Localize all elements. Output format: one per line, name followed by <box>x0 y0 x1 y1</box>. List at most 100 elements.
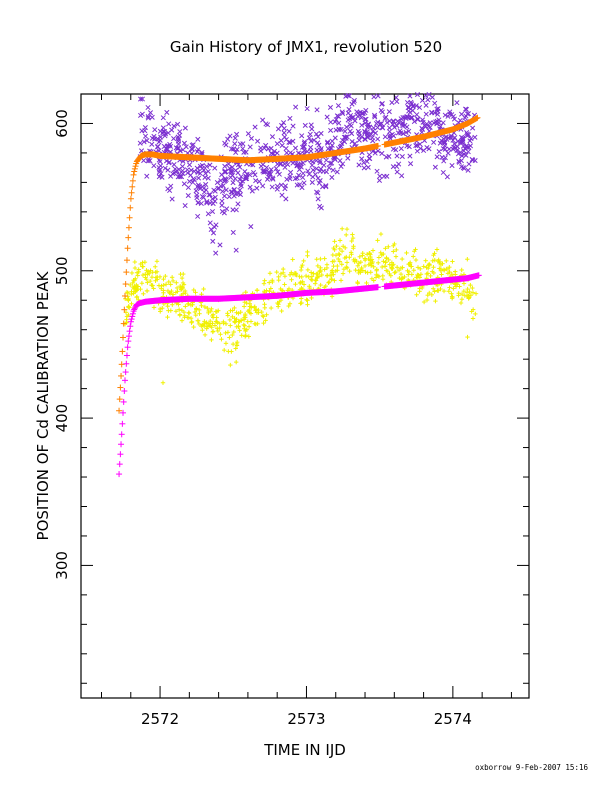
data-point <box>233 346 238 351</box>
data-point <box>219 202 225 208</box>
data-point <box>256 179 262 185</box>
data-point <box>175 134 181 140</box>
data-point <box>301 258 306 264</box>
data-point <box>427 290 432 296</box>
data-point <box>332 155 338 161</box>
data-point <box>399 173 405 179</box>
data-point <box>375 93 381 99</box>
data-point <box>181 271 186 277</box>
data-point <box>358 115 364 121</box>
data-point <box>328 127 334 133</box>
data-point <box>151 305 157 310</box>
data-point <box>322 256 327 261</box>
data-point <box>180 147 186 153</box>
data-point <box>340 271 346 276</box>
data-point <box>246 324 252 329</box>
data-point <box>404 250 409 256</box>
data-point <box>287 150 293 156</box>
data-point <box>155 144 161 150</box>
data-point <box>414 112 420 118</box>
data-point <box>197 311 202 316</box>
data-point <box>248 304 254 309</box>
data-point <box>342 128 348 134</box>
data-point <box>190 302 195 307</box>
data-point <box>399 276 405 281</box>
data-point <box>254 288 260 293</box>
data-point <box>181 309 187 315</box>
data-point <box>126 312 131 318</box>
data-point <box>262 278 267 283</box>
data-point <box>338 126 344 132</box>
data-point <box>313 166 320 172</box>
data-point <box>324 265 330 271</box>
data-point <box>458 164 465 170</box>
data-point <box>364 280 369 286</box>
data-point <box>340 110 346 117</box>
data-point <box>204 200 210 206</box>
data-point <box>154 269 160 274</box>
data-point <box>202 319 207 324</box>
data-point <box>419 125 425 131</box>
data-point <box>368 131 374 137</box>
data-point <box>298 267 304 273</box>
data-point <box>156 139 162 145</box>
data-point <box>339 109 345 115</box>
data-point <box>314 257 319 262</box>
data-point <box>305 302 310 307</box>
data-point <box>378 250 383 255</box>
x-tick-label: 2574 <box>434 710 472 728</box>
data-point <box>142 133 149 139</box>
data-point <box>335 263 340 269</box>
data-point <box>269 184 275 190</box>
data-point <box>249 188 255 194</box>
data-point <box>432 257 437 263</box>
data-point <box>179 286 184 292</box>
data-point <box>260 183 266 189</box>
data-point <box>397 128 403 134</box>
data-point <box>264 164 270 171</box>
data-point <box>324 140 331 146</box>
data-point <box>298 164 304 170</box>
x-tick-label: 2572 <box>141 710 179 728</box>
data-point <box>129 301 134 306</box>
data-point <box>294 182 300 188</box>
data-point <box>337 144 343 150</box>
data-point <box>181 140 187 146</box>
series-layer <box>116 91 482 478</box>
data-point <box>173 290 179 295</box>
data-point <box>335 103 341 109</box>
data-point <box>418 266 423 272</box>
data-point <box>299 296 304 301</box>
data-point <box>335 268 340 273</box>
data-point <box>407 93 413 99</box>
data-point <box>194 195 200 201</box>
data-point <box>402 274 407 280</box>
data-point <box>274 141 280 147</box>
data-point <box>179 275 185 281</box>
data-point <box>191 324 196 330</box>
data-point <box>238 183 244 189</box>
series-orange-fit <box>116 114 481 414</box>
data-point <box>234 131 240 137</box>
data-point <box>318 268 324 274</box>
data-point <box>205 305 210 311</box>
data-point <box>375 148 381 154</box>
data-point <box>419 129 425 135</box>
data-point <box>415 265 421 270</box>
data-point <box>310 159 316 165</box>
data-point <box>356 137 362 143</box>
data-point <box>193 188 199 194</box>
data-point <box>140 272 146 278</box>
data-point <box>286 286 292 292</box>
data-point <box>371 94 377 100</box>
data-point <box>293 282 298 287</box>
data-point <box>314 107 320 113</box>
data-point <box>339 262 345 267</box>
data-point <box>399 153 405 160</box>
data-point <box>431 252 436 258</box>
data-point <box>372 114 378 120</box>
data-point <box>410 108 416 114</box>
data-point <box>351 257 356 263</box>
data-point <box>158 309 163 314</box>
data-point <box>299 300 304 306</box>
